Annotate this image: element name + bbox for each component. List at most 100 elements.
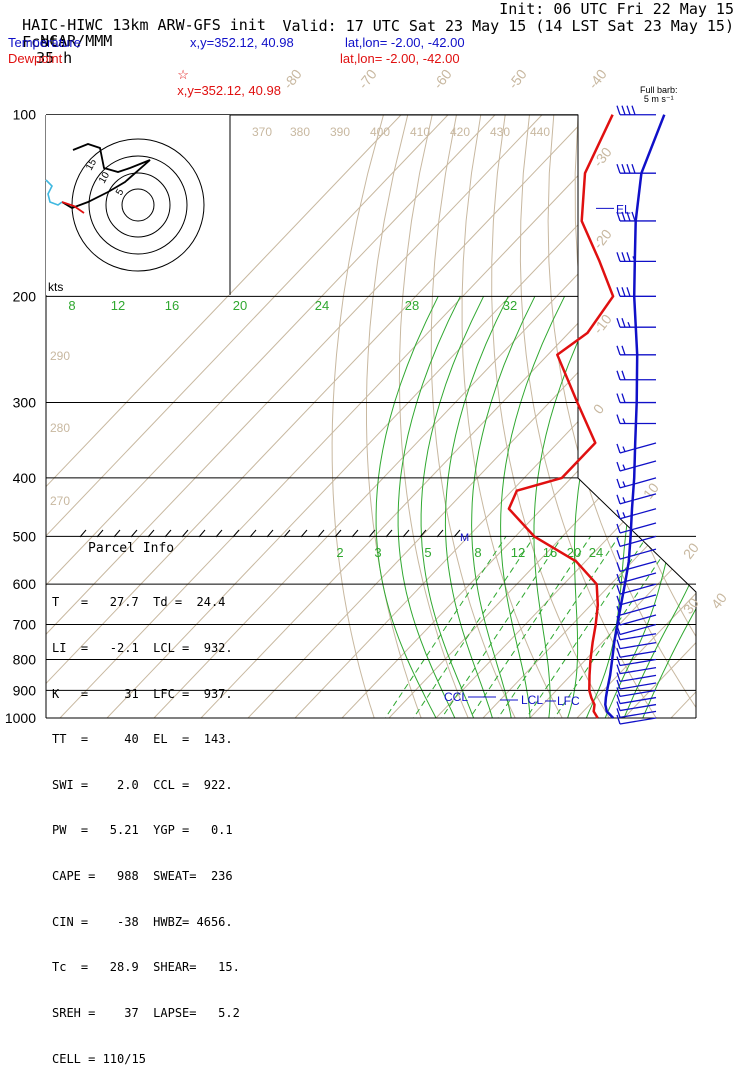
wind-barb-half [622, 512, 626, 518]
wind-barb-flag [616, 509, 621, 519]
mixing-ratio-label: 8 [474, 545, 481, 560]
legend-dewpoint-latlon: lat,lon= -2.00, -42.00 [340, 51, 460, 66]
moist-adiabat-line [623, 296, 696, 718]
isotherm-line [46, 115, 402, 718]
wind-barb-flag [616, 664, 621, 674]
wind-barb-flag [616, 370, 621, 380]
hatch-mark [402, 529, 410, 538]
wind-barb-flag [616, 443, 621, 454]
wind-barb-flag [631, 163, 636, 174]
isotherm-line [46, 115, 543, 718]
wind-barb-flag [616, 679, 621, 690]
isotherm-tick-label: -80 [280, 66, 305, 92]
mixing-ratio-line [460, 536, 592, 718]
wind-barb-flag [621, 163, 626, 174]
isotherm-tick-label: -70 [355, 66, 380, 92]
wind-barb-flag [616, 461, 621, 472]
wind-barb-flag [616, 211, 621, 222]
wind-barb-half [622, 418, 626, 424]
wind-barb-flag [616, 595, 621, 606]
hatch-mark [317, 529, 325, 538]
hatch-mark [79, 529, 87, 538]
wind-barb-half [622, 446, 626, 452]
wind-barb-staff [619, 614, 657, 626]
pressure-tick-label: 100 [13, 107, 37, 123]
dry-adiabat-label: 380 [290, 125, 310, 139]
wind-barb-flag [621, 345, 626, 355]
wind-barb-flag [621, 393, 626, 403]
wind-barb-staff [619, 650, 657, 658]
wind-barb-flag [616, 573, 621, 584]
wind-barb-flag [616, 252, 621, 262]
wind-barb-flag [616, 414, 621, 424]
pressure-tick-label: 700 [13, 617, 37, 633]
pressure-tick-label: 800 [13, 652, 37, 668]
moist-adiabat-line [585, 296, 696, 718]
wind-barb-flag [616, 701, 621, 711]
wind-barb-flag [616, 694, 621, 704]
mixing-ratio-label: 16 [165, 298, 179, 313]
wind-barb-flag [616, 656, 621, 666]
legend-temperature-label: Temperature [8, 35, 81, 50]
hodograph-trace-sfc [61, 201, 85, 214]
dry-adiabat-label: 410 [410, 125, 430, 139]
moist-adiabat-line [375, 296, 439, 718]
wind-barb-flag [631, 105, 636, 115]
parcel-row: T = 27.7 Td = 24.4 [52, 595, 226, 610]
wind-barb-half [632, 256, 636, 262]
wind-barb-flag [616, 523, 621, 534]
hatch-mark [283, 529, 291, 538]
hodograph-ring [88, 155, 188, 255]
wind-barb-flag [621, 287, 626, 297]
parcel-info-table: T = 27.7 Td = 24.4 LI = -2.1 LCL = 932. … [52, 565, 240, 1082]
dry-adiabat-line [519, 115, 665, 718]
dry-adiabat-line [674, 115, 696, 718]
isotherm-line [658, 115, 696, 718]
wind-barb-staff [619, 633, 657, 641]
isotherm-tick-label: -60 [430, 66, 455, 92]
pressure-tick-label: 300 [13, 395, 37, 411]
isotherm-line [282, 115, 696, 718]
parcel-row: SREH = 37 LAPSE= 5.2 [52, 1005, 240, 1020]
wind-barb-flag [616, 163, 621, 174]
dry-adiabat-label: 430 [490, 125, 510, 139]
wind-barb-half [622, 497, 626, 503]
parcel-row: SWI = 2.0 CCL = 922. [52, 777, 233, 792]
mixing-ratio-label: 12 [111, 298, 125, 313]
wind-barb-flag [616, 287, 621, 297]
isotherm-tick-label: 10 [640, 480, 662, 502]
wind-barb-flag [616, 494, 621, 505]
parcel-row: PW = 5.21 YGP = 0.1 [52, 823, 233, 838]
wind-barb-staff [619, 641, 657, 650]
wind-barb-flag [616, 672, 621, 682]
wind-barb-flag [631, 211, 636, 222]
isotherm-line [46, 115, 449, 718]
hatch-mark [419, 529, 427, 538]
wind-barb-flag [621, 317, 626, 328]
wind-barb-flag [616, 345, 621, 355]
isotherm-tick-label: 20 [680, 540, 702, 562]
lfc-label: LFC [557, 694, 580, 708]
wind-barb-staff [619, 560, 657, 572]
mixing-ratio-label: 24 [315, 298, 329, 313]
wind-barb-flag [616, 584, 621, 595]
hatch-mark [181, 529, 189, 538]
wind-barb-staff [619, 442, 657, 454]
dry-adiabat-line [461, 115, 570, 718]
mixing-ratio-label: 2 [336, 545, 343, 560]
wind-barb-staff [619, 710, 657, 719]
hodograph-ring-label: 10 [97, 170, 112, 186]
dry-adiabat-label: 440 [530, 125, 550, 139]
wind-barb-flag [616, 708, 621, 718]
wind-barb-flag [616, 615, 621, 626]
wind-barb-flag [616, 549, 621, 560]
full-barb-units: 5 m s⁻¹ [643, 94, 674, 104]
wind-barb-staff [619, 717, 657, 725]
legend-dewpoint-xy: x,y=352.12, 40.98 [177, 83, 281, 98]
wind-barb-staff [619, 460, 657, 472]
wind-barb-flag [616, 105, 621, 115]
moist-adiabat-line [604, 296, 696, 718]
wind-barb-flag [616, 393, 621, 403]
init-time: Init: 06 UTC Fri 22 May 15 [499, 0, 734, 18]
dry-adiabat-line [398, 115, 475, 718]
